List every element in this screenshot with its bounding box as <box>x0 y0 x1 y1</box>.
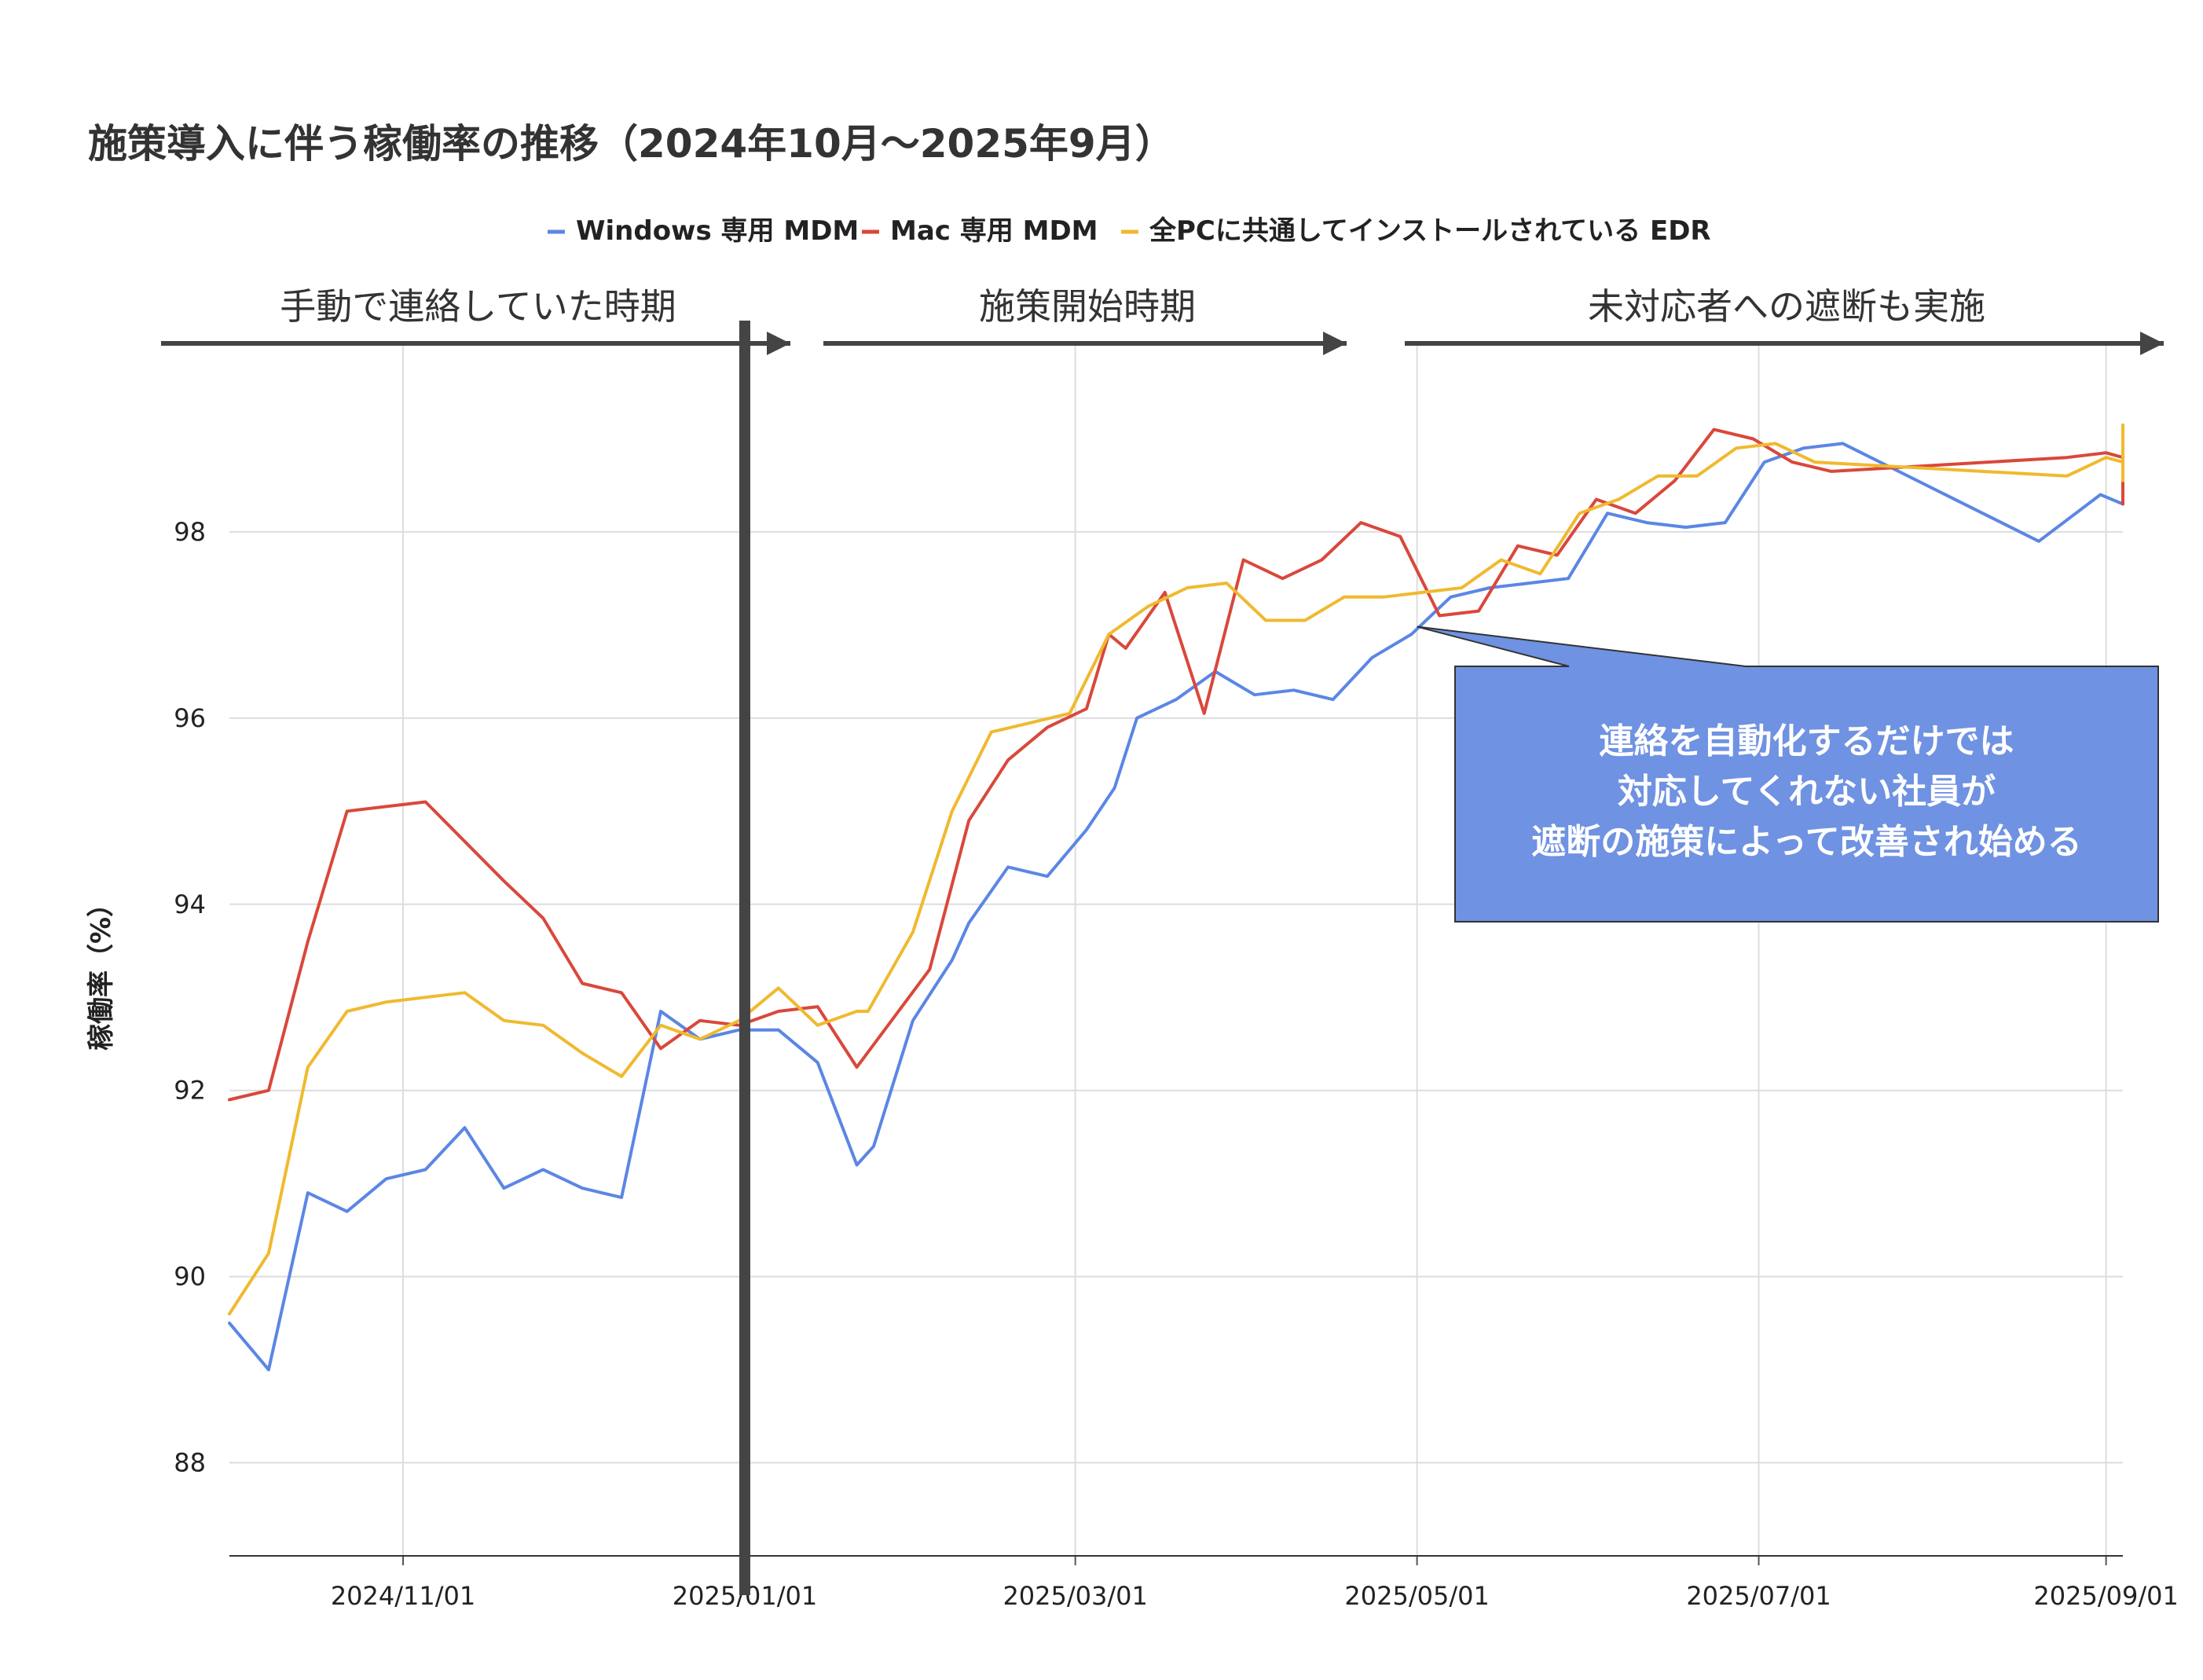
legend-item: 全PCに共通してインストールされている EDR <box>1121 215 1711 247</box>
grid <box>229 346 2123 1556</box>
series-layer <box>228 321 2124 1595</box>
phase: 未対応者への遮断も実施 <box>1405 285 2164 355</box>
series-line <box>228 423 2124 1315</box>
phase: 手動で連絡していた時期 <box>161 285 790 355</box>
y-tick-label: 96 <box>174 703 206 733</box>
y-tick-label: 98 <box>174 517 206 547</box>
x-tick-label: 2025/07/01 <box>1686 1581 1831 1611</box>
phase-label: 手動で連絡していた時期 <box>280 285 676 328</box>
chart-title: 施策導入に伴う稼働率の推移（2024年10月〜2025年9月） <box>88 121 1175 167</box>
callout-bubble <box>1417 625 2159 923</box>
callout-line: 遮断の施策によって改善され始める <box>1531 822 2081 862</box>
y-tick-label: 94 <box>174 890 206 919</box>
x-tick-label: 2025/09/01 <box>2033 1581 2178 1611</box>
phase: 施策開始時期 <box>823 285 1347 355</box>
phase-label: 施策開始時期 <box>979 285 1196 328</box>
y-tick-label: 92 <box>174 1076 206 1106</box>
legend-item: Mac 専用 MDM <box>862 215 1098 247</box>
series-line <box>228 427 2124 1102</box>
legend-label: 全PCに共通してインストールされている EDR <box>1149 215 1711 247</box>
y-tick-label: 88 <box>174 1448 206 1478</box>
callout-line: 対応してくれない社員が <box>1618 772 1996 812</box>
x-tick-label: 2024/11/01 <box>331 1581 475 1611</box>
callout-line: 連絡を自動化するだけでは <box>1600 721 2014 761</box>
y-axis-label: 稼働率（%） <box>86 890 117 1051</box>
legend-label: Mac 専用 MDM <box>890 215 1098 247</box>
x-tick-label: 2025/03/01 <box>1003 1581 1147 1611</box>
phase-label: 未対応者への遮断も実施 <box>1588 285 1985 328</box>
legend-item: Windows 専用 MDM <box>548 215 859 247</box>
legend-label: Windows 専用 MDM <box>576 215 859 247</box>
legend: Windows 専用 MDM Mac 専用 MDM 全PCに共通してインストールされ… <box>548 215 1711 247</box>
series-line <box>228 442 2124 1372</box>
x-tick-label: 2025/05/01 <box>1344 1581 1489 1611</box>
phases: 手動で連絡していた時期 施策開始時期 未対応者への遮断も実施 <box>161 285 2164 355</box>
y-tick-label: 90 <box>174 1262 206 1292</box>
